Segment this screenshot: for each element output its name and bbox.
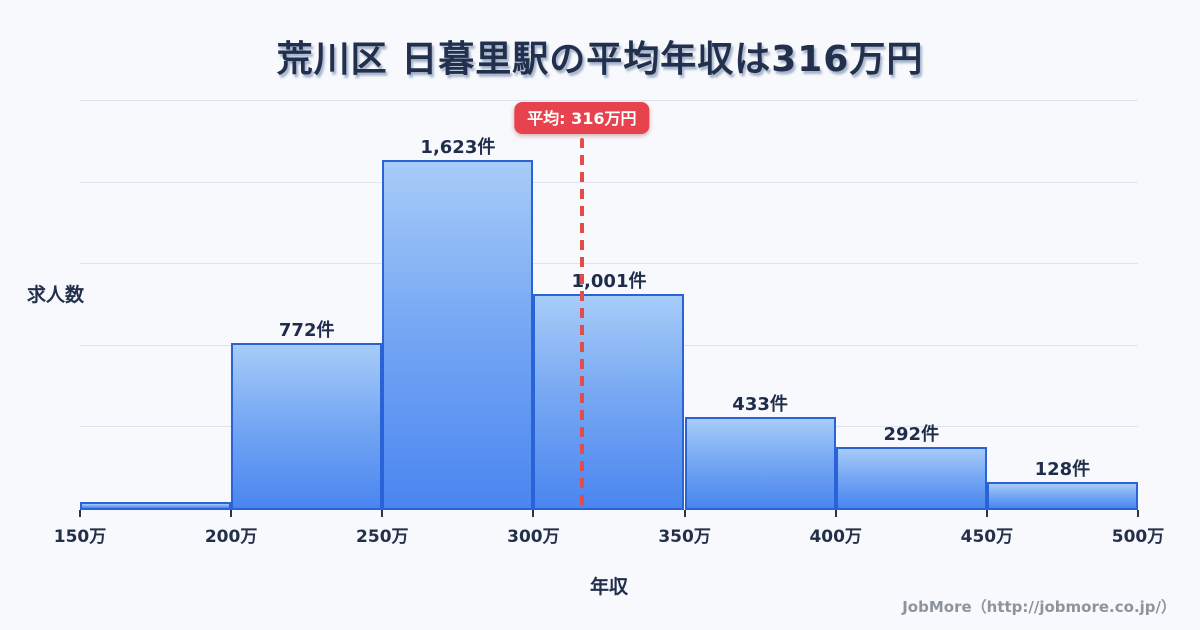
mean-badge: 平均: 316万円 <box>514 102 650 134</box>
gridline <box>80 181 1138 183</box>
footer-credit: JobMore（http://jobmore.co.jp/） <box>902 598 1176 616</box>
x-tick-label: 500万 <box>1111 527 1165 547</box>
x-axis-label: 年収 <box>589 576 628 598</box>
x-tick-mark <box>834 510 837 517</box>
x-tick-mark <box>532 510 535 517</box>
bar-value-label: 772件 <box>278 320 335 342</box>
x-tick-mark <box>1137 510 1139 517</box>
bar <box>684 416 836 510</box>
bar-value-label: 292件 <box>883 424 940 445</box>
bar <box>533 294 685 510</box>
bar-value-label: 1,623件 <box>420 136 496 158</box>
x-tick-label: 450万 <box>960 527 1014 547</box>
x-tick-label: 400万 <box>809 527 862 547</box>
x-tick-mark <box>381 510 384 517</box>
bar-value-label: 128件 <box>1034 459 1091 481</box>
mean-marker-line <box>579 138 584 510</box>
bar <box>80 502 232 510</box>
bar-value-label: 433件 <box>732 393 788 415</box>
x-tick-mark <box>683 510 686 517</box>
bar-value-label: 1,001件 <box>571 271 647 292</box>
gridline <box>80 100 1138 101</box>
y-axis-label: 求人数 <box>27 284 85 306</box>
bar <box>231 343 383 510</box>
x-tick-mark <box>985 510 988 517</box>
gridline <box>80 263 1138 265</box>
x-tick-mark <box>79 510 81 517</box>
x-tick-mark <box>230 510 233 517</box>
page-title: 荒川区 日暮里駅の平均年収は316万円 <box>276 39 924 80</box>
bar <box>986 482 1138 510</box>
x-tick-label: 300万 <box>507 527 560 547</box>
x-tick-label: 150万 <box>53 527 107 547</box>
x-tick-label: 200万 <box>204 527 258 547</box>
x-tick-label: 350万 <box>658 527 711 547</box>
x-tick-label: 250万 <box>356 527 409 547</box>
bar <box>835 447 987 510</box>
bar <box>382 159 534 510</box>
